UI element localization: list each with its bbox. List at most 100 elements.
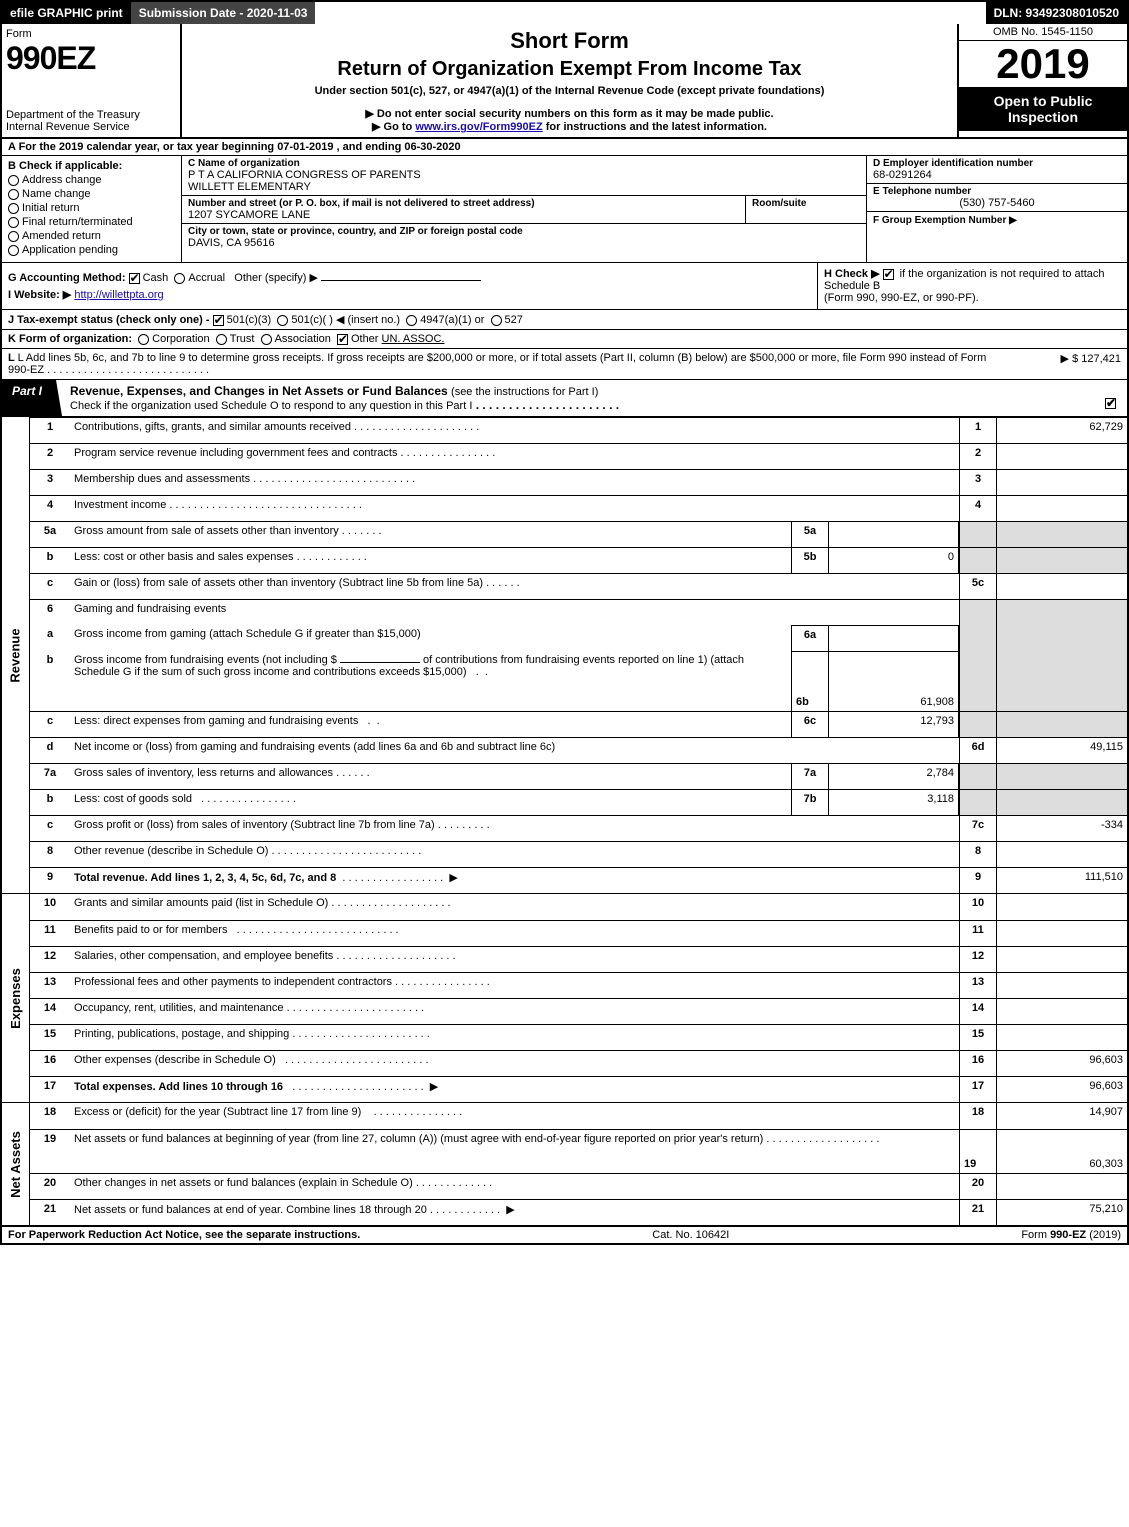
part1-tab: Part I [2, 380, 62, 416]
chk-cash[interactable] [129, 273, 140, 284]
street-row: Number and street (or P. O. box, if mail… [182, 196, 866, 224]
expenses-lines: 10 Grants and similar amounts paid (list… [30, 894, 1127, 1102]
g-other-input[interactable] [321, 280, 481, 281]
header-left: Form 990EZ Department of the Treasury In… [2, 24, 182, 137]
note2-pre: ▶ Go to [372, 121, 415, 133]
line-12-value [997, 947, 1127, 972]
ein-block: D Employer identification number 68-0291… [867, 156, 1127, 184]
chk-amended-return[interactable]: Amended return [8, 230, 175, 242]
line-15: 15 Printing, publications, postage, and … [30, 1024, 1127, 1050]
street-block: Number and street (or P. O. box, if mail… [182, 196, 746, 223]
line-2: 2 Program service revenue including gove… [30, 443, 1127, 469]
line-14-value [997, 999, 1127, 1024]
chk-address-change[interactable]: Address change [8, 174, 175, 186]
line-13-value [997, 973, 1127, 998]
line-12: 12 Salaries, other compensation, and emp… [30, 946, 1127, 972]
line-14: 14 Occupancy, rent, utilities, and maint… [30, 998, 1127, 1024]
line-6: 6 Gaming and fundraising events [30, 599, 1127, 625]
chk-name-change[interactable]: Name change [8, 188, 175, 200]
line-10-value [997, 894, 1127, 920]
city-value: DAVIS, CA 95616 [188, 237, 860, 249]
chk-application-pending[interactable]: Application pending [8, 244, 175, 256]
line-13: 13 Professional fees and other payments … [30, 972, 1127, 998]
instructions-note: ▶ Go to www.irs.gov/Form990EZ for instru… [190, 120, 949, 133]
chk-schedule-o[interactable] [1105, 398, 1116, 409]
line-18-value: 14,907 [997, 1103, 1127, 1129]
line-20: 20 Other changes in net assets or fund b… [30, 1173, 1127, 1199]
line-3-value [997, 470, 1127, 495]
line-4-value [997, 496, 1127, 521]
chk-initial-return[interactable]: Initial return [8, 202, 175, 214]
line-7c-value: -334 [997, 816, 1127, 841]
page-footer: For Paperwork Reduction Act Notice, see … [2, 1227, 1127, 1243]
org-name-1: P T A CALIFORNIA CONGRESS OF PARENTS [188, 169, 860, 181]
chk-h[interactable] [883, 269, 894, 280]
section-h: H Check ▶ if the organization is not req… [817, 263, 1127, 309]
chk-final-return[interactable]: Final return/terminated [8, 216, 175, 228]
chk-4947[interactable] [406, 315, 417, 326]
line-5c-value [997, 574, 1127, 599]
section-l: L L Add lines 5b, 6c, and 7b to line 9 t… [2, 349, 1127, 380]
chk-corp[interactable] [138, 334, 149, 345]
line-2-value [997, 444, 1127, 469]
line-5b-value: 0 [829, 548, 959, 573]
org-name-2: WILLETT ELEMENTARY [188, 181, 860, 193]
top-bar: efile GRAPHIC print Submission Date - 20… [2, 2, 1127, 24]
line-6d-value: 49,115 [997, 738, 1127, 763]
line-4: 4 Investment income . . . . . . . . . . … [30, 495, 1127, 521]
line-6a: a Gross income from gaming (attach Sched… [30, 625, 1127, 651]
footer-left: For Paperwork Reduction Act Notice, see … [8, 1229, 360, 1241]
line-17-value: 96,603 [997, 1077, 1127, 1102]
line-5c: c Gain or (loss) from sale of assets oth… [30, 573, 1127, 599]
section-j: J Tax-exempt status (check only one) - 5… [2, 310, 1127, 330]
line-6c-value: 12,793 [829, 712, 959, 737]
section-b-head: B Check if applicable: [8, 160, 175, 172]
chk-accrual[interactable] [174, 273, 185, 284]
tel-label: E Telephone number [873, 186, 1121, 197]
line-18: 18 Excess or (deficit) for the year (Sub… [30, 1103, 1127, 1129]
note2-post: for instructions and the latest informat… [543, 121, 767, 133]
line-7a-value: 2,784 [829, 764, 959, 789]
section-d: D Employer identification number 68-0291… [867, 156, 1127, 262]
line-7c: c Gross profit or (loss) from sales of i… [30, 815, 1127, 841]
line-21: 21 Net assets or fund balances at end of… [30, 1199, 1127, 1225]
line-6a-value [829, 625, 959, 651]
website-link[interactable]: http://willettpta.org [74, 289, 163, 301]
line-8-value [997, 842, 1127, 867]
header-right: OMB No. 1545-1150 2019 Open to Public In… [957, 24, 1127, 137]
footer-right: Form 990-EZ (2019) [1021, 1229, 1121, 1241]
form-label: Form [6, 28, 176, 40]
g-label: G Accounting Method: [8, 272, 126, 284]
line-1-value: 62,729 [997, 418, 1127, 443]
omb-number: OMB No. 1545-1150 [959, 24, 1127, 41]
form-number: 990EZ [6, 40, 176, 77]
street-label: Number and street (or P. O. box, if mail… [188, 198, 739, 209]
chk-527[interactable] [491, 315, 502, 326]
line-11-value [997, 921, 1127, 946]
chk-trust[interactable] [216, 334, 227, 345]
dln-label: DLN: 93492308010520 [986, 2, 1127, 24]
chk-other-org[interactable] [337, 334, 348, 345]
line-9: 9 Total revenue. Add lines 1, 2, 3, 4, 5… [30, 867, 1127, 893]
org-name-label: C Name of organization [188, 158, 860, 169]
line-5a-value [829, 522, 959, 547]
revenue-side-label: Revenue [2, 417, 30, 893]
form-page: efile GRAPHIC print Submission Date - 20… [0, 0, 1129, 1245]
line-5b: b Less: cost or other basis and sales ex… [30, 547, 1127, 573]
line-6b-contrib-input[interactable] [340, 662, 420, 663]
expenses-side-label: Expenses [2, 894, 30, 1102]
chk-assoc[interactable] [261, 334, 272, 345]
chk-501c3[interactable] [213, 315, 224, 326]
section-b: B Check if applicable: Address change Na… [2, 156, 182, 262]
ein-label: D Employer identification number [873, 158, 1121, 169]
efile-print-label[interactable]: efile GRAPHIC print [2, 2, 131, 24]
irs-link[interactable]: www.irs.gov/Form990EZ [415, 121, 542, 133]
line-10: 10 Grants and similar amounts paid (list… [30, 894, 1127, 920]
chk-501c[interactable] [277, 315, 288, 326]
netassets-side-label: Net Assets [2, 1103, 30, 1225]
line-17: 17 Total expenses. Add lines 10 through … [30, 1076, 1127, 1102]
room-label: Room/suite [752, 198, 860, 209]
header-center: Short Form Return of Organization Exempt… [182, 24, 957, 137]
form-header: Form 990EZ Department of the Treasury In… [2, 24, 1127, 139]
i-label: I Website: ▶ [8, 289, 71, 301]
